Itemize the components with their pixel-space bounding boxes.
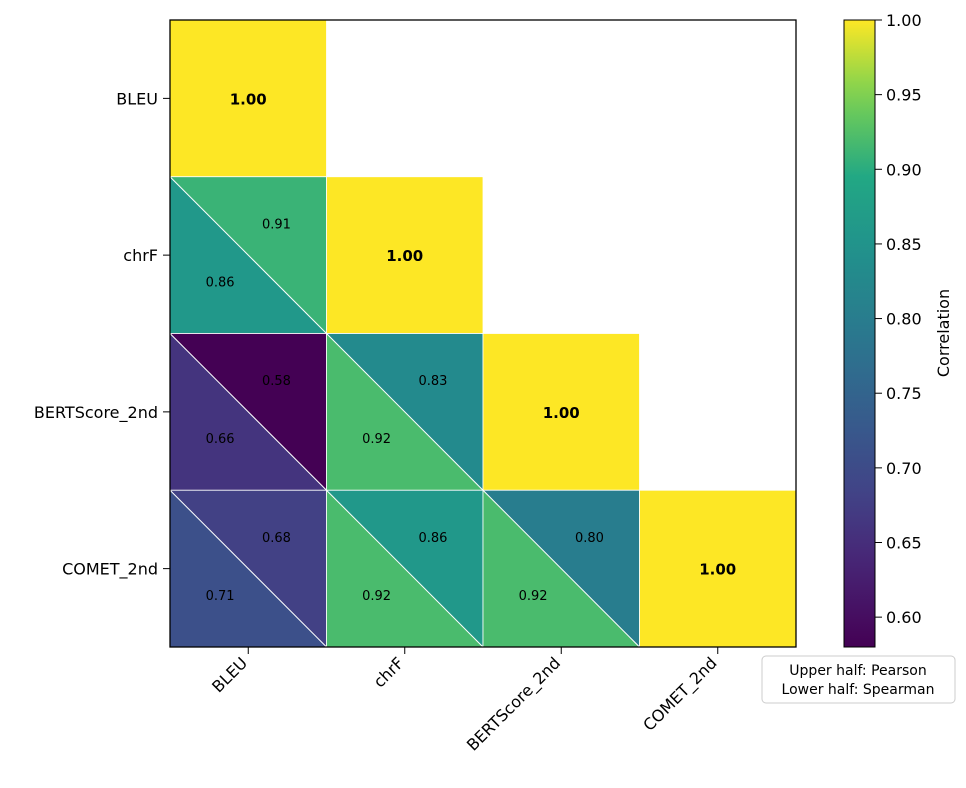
spearman-value-label: 0.92 xyxy=(519,589,548,604)
cell-diagonal-divider xyxy=(169,489,327,648)
y-tick-label: COMET_2nd xyxy=(62,560,158,580)
diagonal-value-label: 1.00 xyxy=(543,404,580,422)
pearson-value-label: 0.58 xyxy=(262,374,291,389)
colorbar-tick-label: 0.90 xyxy=(886,160,922,179)
spearman-value-label: 0.86 xyxy=(206,275,235,290)
legend-line-pearson: Upper half: Pearson xyxy=(789,663,926,679)
colorbar-tick-label: 0.60 xyxy=(886,608,922,627)
colorbar-tick-label: 0.85 xyxy=(886,235,922,254)
pearson-value-label: 0.86 xyxy=(418,531,447,546)
diagonal-value-label: 1.00 xyxy=(699,561,736,579)
pearson-value-label: 0.80 xyxy=(575,531,604,546)
diagonal-value-label: 1.00 xyxy=(386,247,423,265)
spearman-value-label: 0.66 xyxy=(206,432,235,447)
cell-diagonal-divider xyxy=(169,333,327,491)
x-tick-label: BLEU xyxy=(208,653,251,696)
pearson-value-label: 0.83 xyxy=(418,374,447,389)
y-tick-label: BERTScore_2nd xyxy=(34,403,158,423)
x-axis: BLEU chrF BERTScore_2nd COMET_2nd xyxy=(208,647,721,755)
spearman-value-label: 0.71 xyxy=(206,589,235,604)
colorbar-tick-label: 0.95 xyxy=(886,86,922,105)
pearson-value-label: 0.68 xyxy=(262,531,291,546)
plot-frame xyxy=(169,19,797,648)
colorbar-ticks: 0.60 0.65 0.70 0.75 0.80 0.85 0.90 0.95 1.00 xyxy=(875,11,922,627)
cell-diagonal-divider xyxy=(326,333,484,491)
x-tick-label: BERTScore_2nd xyxy=(463,653,565,755)
cell-diagonal-divider xyxy=(169,176,327,334)
y-axis: BLEU chrF BERTScore_2nd COMET_2nd xyxy=(34,89,170,580)
diagonal-value-label: 1.00 xyxy=(230,90,267,108)
y-tick-label: BLEU xyxy=(116,89,158,108)
diagonal-cell xyxy=(483,333,640,491)
spearman-value-label: 0.92 xyxy=(362,589,391,604)
colorbar-tick-label: 0.80 xyxy=(886,310,922,329)
diagonal-cell xyxy=(170,20,327,177)
x-tick-label: COMET_2nd xyxy=(639,653,721,735)
legend-line-spearman: Lower half: Spearman xyxy=(782,682,935,698)
colorbar-tick-label: 0.75 xyxy=(886,384,922,403)
diagonal-cell xyxy=(326,176,483,334)
colorbar-tick-label: 0.70 xyxy=(886,459,922,478)
pearson-value-label: 0.91 xyxy=(262,217,291,232)
cell-diagonal-divider xyxy=(482,489,640,648)
x-tick-label: chrF xyxy=(370,653,408,691)
legend-box xyxy=(761,655,956,704)
heatmap-cells: 1.00 0.91 0.86 1.00 0.58 0.66 0.83 0.92 1.00 0.68… xyxy=(169,19,797,648)
spearman-value-label: 0.92 xyxy=(362,432,391,447)
cell-diagonal-divider xyxy=(326,489,484,648)
y-tick-label: chrF xyxy=(123,246,158,265)
method-legend: Upper half: Pearson Lower half: Spearman xyxy=(761,655,956,704)
colorbar-tick-label: 1.00 xyxy=(886,11,922,30)
colorbar-tick-label: 0.65 xyxy=(886,534,922,553)
colorbar xyxy=(843,19,876,648)
colorbar-label: Correlation xyxy=(934,289,953,377)
diagonal-cell xyxy=(639,490,796,647)
